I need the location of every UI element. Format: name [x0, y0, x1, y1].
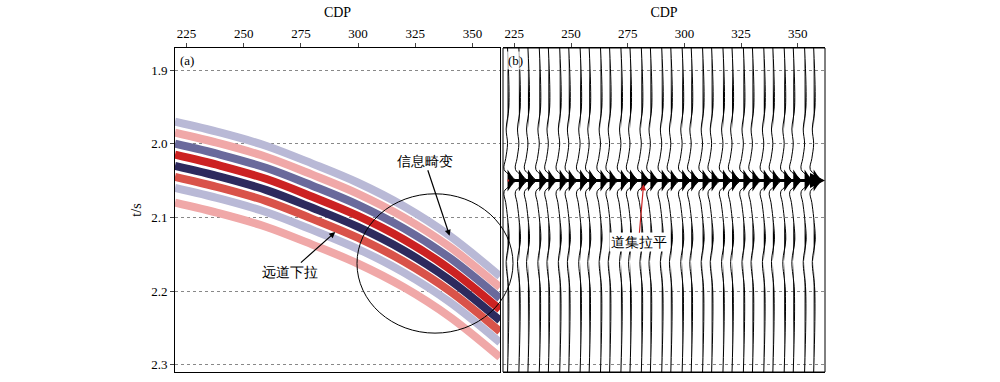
svg-text:CDP: CDP: [324, 5, 351, 20]
svg-text:300: 300: [675, 26, 695, 41]
svg-text:道集拉平: 道集拉平: [611, 234, 667, 250]
svg-text:2.2: 2.2: [151, 284, 167, 299]
svg-text:CDP: CDP: [650, 5, 677, 20]
svg-text:275: 275: [291, 26, 311, 41]
svg-text:325: 325: [406, 26, 426, 41]
svg-text:225: 225: [177, 26, 197, 41]
svg-text:350: 350: [788, 26, 808, 41]
svg-text:325: 325: [731, 26, 751, 41]
svg-text:250: 250: [234, 26, 254, 41]
svg-text:t/s: t/s: [129, 203, 144, 216]
svg-text:275: 275: [618, 26, 638, 41]
svg-text:350: 350: [463, 26, 483, 41]
svg-text:300: 300: [348, 26, 368, 41]
svg-text:2.1: 2.1: [151, 210, 167, 225]
svg-text:1.9: 1.9: [151, 63, 167, 78]
svg-text:250: 250: [561, 26, 581, 41]
svg-text:225: 225: [505, 26, 525, 41]
svg-text:信息畸变: 信息畸变: [397, 153, 453, 169]
svg-text:(a): (a): [180, 53, 194, 68]
svg-text:2.3: 2.3: [151, 357, 167, 372]
svg-text:2.0: 2.0: [151, 136, 167, 151]
svg-text:远道下拉: 远道下拉: [262, 264, 318, 280]
svg-text:(b): (b): [508, 53, 523, 68]
